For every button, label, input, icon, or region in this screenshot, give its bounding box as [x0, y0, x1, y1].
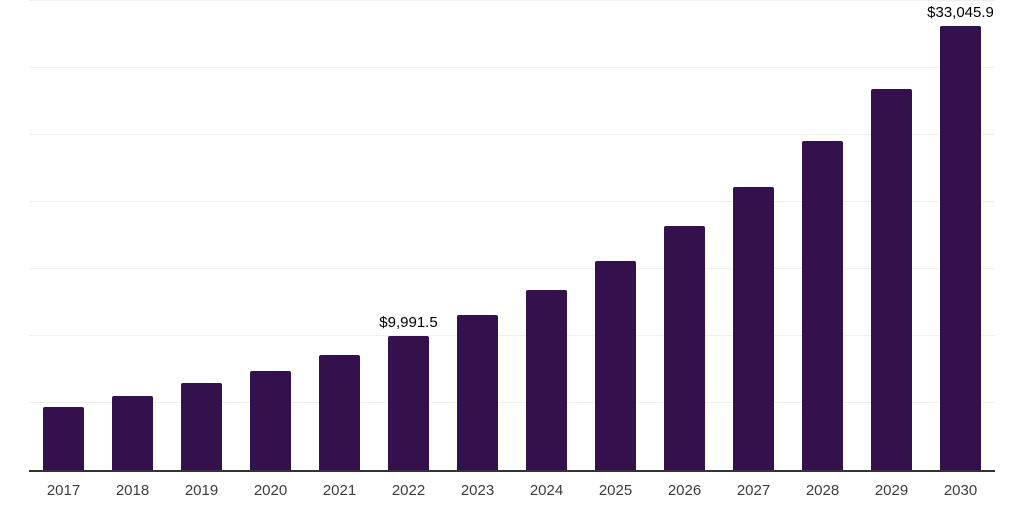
- x-tick-label-2026: 2026: [667, 482, 702, 499]
- gridline: [29, 268, 995, 269]
- x-tick-label-2019: 2019: [184, 482, 219, 499]
- gridline: [29, 134, 995, 135]
- bar-2024: [526, 289, 567, 470]
- bar-value-label-2022: $9,991.5: [379, 313, 438, 331]
- x-axis-line: [29, 470, 995, 472]
- x-tick-label-2027: 2027: [736, 482, 771, 499]
- x-tick-label-2024: 2024: [529, 482, 564, 499]
- x-tick-label-2029: 2029: [874, 482, 909, 499]
- x-tick-label-2022: 2022: [391, 482, 426, 499]
- bar-2017: [43, 406, 84, 470]
- bar-2021: [319, 354, 360, 470]
- x-tick-label-2023: 2023: [460, 482, 495, 499]
- bar-2029: [871, 88, 912, 470]
- bar-2023: [457, 314, 498, 470]
- gridline: [29, 67, 995, 68]
- x-tick-label-2025: 2025: [598, 482, 633, 499]
- gridline: [29, 402, 995, 403]
- bar-value-label-2030: $33,045.9: [927, 4, 994, 22]
- gridline: [29, 201, 995, 202]
- gridline: [29, 335, 995, 336]
- x-tick-label-2018: 2018: [115, 482, 150, 499]
- x-axis-tick-labels: 2017 2018 2019 2020 2021 2022 2023 2024 2025 2026…: [29, 481, 995, 501]
- x-tick-label-2021: 2021: [322, 482, 357, 499]
- bar-2030: [940, 26, 981, 470]
- bar-2022: [388, 335, 429, 470]
- bar-2019: [181, 383, 222, 470]
- bar-2018: [112, 396, 153, 470]
- bar-2027: [733, 187, 774, 470]
- x-tick-label-2028: 2028: [805, 482, 840, 499]
- x-tick-label-2030: 2030: [943, 482, 978, 499]
- gridline: [29, 0, 995, 1]
- plot-area: $9,991.5 $33,045.9: [29, 0, 995, 470]
- bar-2020: [250, 370, 291, 470]
- bar-2025: [595, 260, 636, 470]
- x-tick-label-2020: 2020: [253, 482, 288, 499]
- bar-2028: [802, 141, 843, 470]
- x-tick-label-2017: 2017: [46, 482, 81, 499]
- bar-2026: [664, 226, 705, 470]
